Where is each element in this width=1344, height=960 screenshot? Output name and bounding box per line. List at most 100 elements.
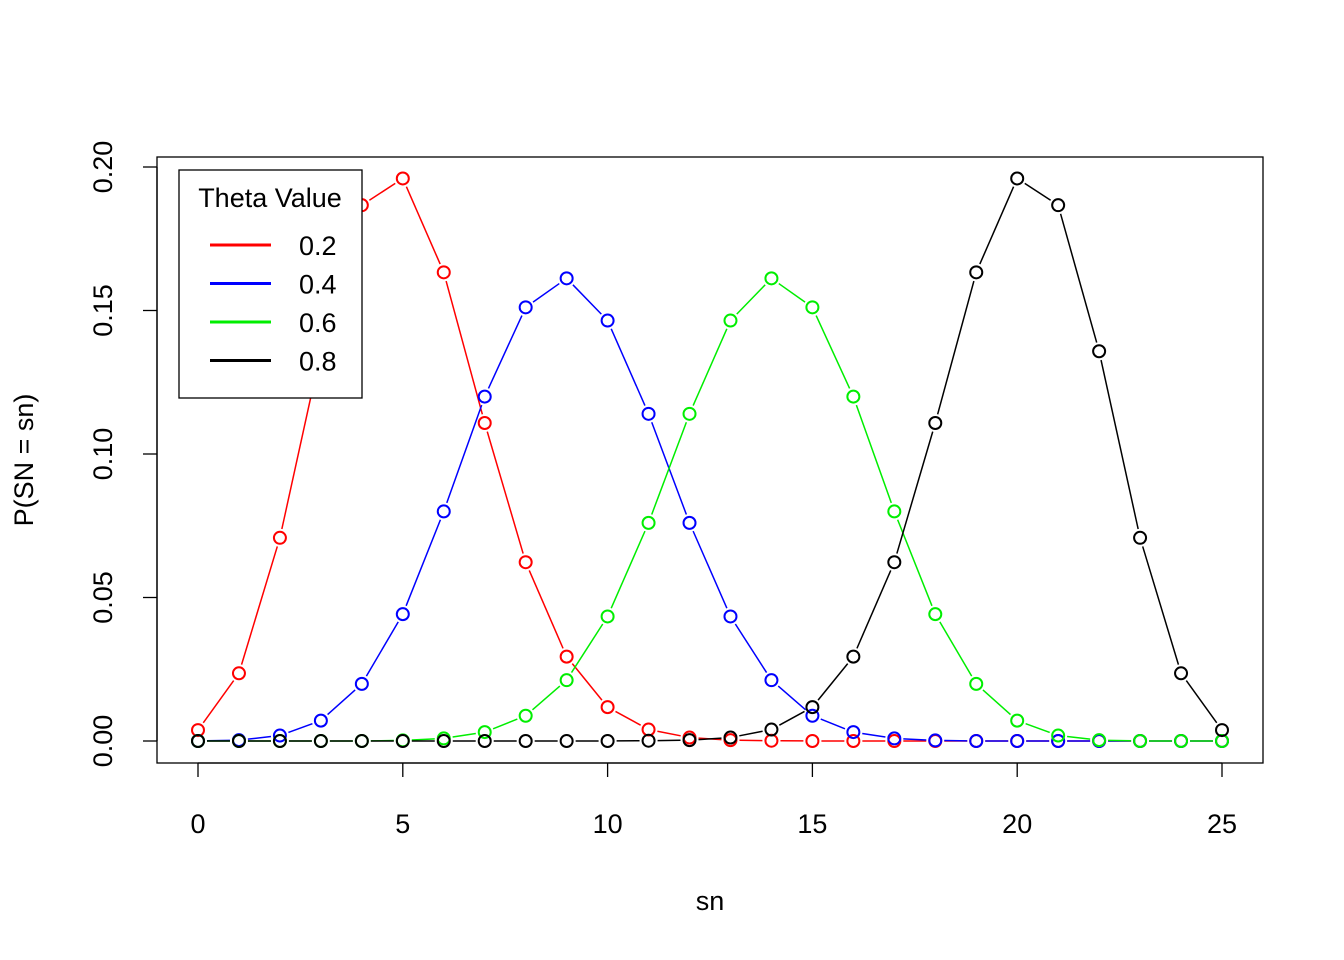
series-0.8-point-12	[682, 733, 697, 748]
series-0.8-segment-17	[896, 431, 934, 554]
series-0.6-segment-19	[982, 689, 1012, 716]
y-tick-label-1: 0.05	[88, 571, 118, 624]
y-tick-label-0: 0.00	[88, 715, 118, 768]
series-0.2-point-1	[231, 666, 246, 681]
series-0.8-point-6	[436, 734, 451, 748]
series-0.6-point-7	[477, 725, 492, 740]
series-0.6-point-9	[559, 673, 574, 688]
series-0.2-point-5	[395, 171, 410, 186]
series-0.4-point-2	[272, 728, 287, 743]
series-0.4-point-19	[969, 734, 984, 748]
series-0.6-segment-16	[855, 404, 893, 504]
series-0.8-point-16	[846, 649, 861, 664]
series-0.2-point-10	[600, 700, 615, 715]
series-0.8-point-13	[723, 730, 738, 745]
series-0.6-segment-20	[1025, 722, 1050, 734]
x-axis: 0 5 10 15 20 25	[190, 762, 1237, 839]
series-0.8-point-9	[559, 734, 574, 748]
series-0.6-segment-10	[610, 530, 646, 609]
series-0.8-segment-20	[1024, 182, 1052, 201]
series-0.8-segment-24	[1185, 680, 1218, 724]
series-0.8-segment-21	[1059, 213, 1098, 343]
series-0.4-point-7	[477, 389, 492, 404]
series-0.4-segment-6	[446, 404, 483, 504]
series-0.8-point-11	[641, 733, 656, 748]
series-0.6-point-22	[1092, 733, 1107, 748]
series-0.4-point-9	[559, 271, 574, 286]
series-0.4-point-16	[846, 725, 861, 740]
y-axis-label: P(SN = sn)	[9, 394, 39, 527]
y-tick-label-3: 0.15	[88, 284, 118, 337]
series-0.2-point-6	[436, 265, 451, 280]
series-0.4-segment-2	[288, 722, 313, 734]
x-tick-label-4: 20	[1002, 809, 1032, 839]
legend-entries: 0.2 0.4 0.6 0.8	[210, 231, 337, 377]
series-0.4-segment-17	[903, 738, 927, 741]
series-0.6-segment-18	[939, 621, 973, 677]
series-0.8-point-3	[313, 734, 328, 748]
series-0.2-point-15	[805, 734, 820, 748]
series-0.8-segment-22	[1100, 359, 1139, 530]
series-0.6-point-20	[1010, 713, 1025, 728]
series-0.8	[191, 171, 1229, 748]
series-0.8-point-25	[1215, 723, 1229, 738]
series-0.4-point-21	[1051, 734, 1066, 748]
series-0.2-segment-4	[368, 182, 396, 201]
series-0.6-segment-12	[692, 328, 728, 406]
series-0.4-segment-16	[862, 732, 886, 738]
series-0.6-segment-7	[492, 718, 518, 730]
series-0.2-point-2	[272, 530, 287, 545]
series-0.2-segment-8	[528, 570, 564, 649]
series-0.8-point-19	[969, 265, 984, 280]
series-0.8-point-4	[354, 734, 369, 748]
series-0.6-segment-14	[778, 282, 806, 303]
series-0.6-segment-13	[736, 284, 766, 315]
series-0.4-segment-7	[487, 315, 523, 389]
series-0.4-segment-10	[610, 328, 646, 406]
series-0.8-segment-15	[817, 663, 849, 701]
series-0.2-point-0	[191, 723, 205, 738]
series-0.4-point-13	[723, 609, 738, 624]
series-0.6-point-8	[518, 708, 533, 723]
series-0.8-point-0	[191, 734, 205, 748]
series-0.6-segment-15	[815, 315, 851, 389]
series-0.4-point-4	[354, 676, 369, 691]
series-0.8-point-7	[477, 734, 492, 748]
legend-label-0.4: 0.4	[299, 270, 337, 300]
series-0.6-point-25	[1215, 734, 1229, 748]
series-0.6-point-21	[1051, 728, 1066, 743]
series-0.4-segment-12	[692, 530, 728, 609]
series-0.4-segment-8	[532, 282, 560, 303]
x-tick-label-3: 15	[797, 809, 827, 839]
series-0.8-point-23	[1133, 530, 1148, 545]
series-0.8-point-8	[518, 734, 533, 748]
series-0.6-point-17	[887, 504, 902, 519]
series-0.6-point-11	[641, 515, 656, 530]
series-0.6-segment-5	[411, 738, 435, 741]
series-0.8-segment-14	[778, 710, 805, 726]
series-0.4-segment-13	[734, 623, 768, 673]
series-0.8-segment-13	[739, 730, 763, 737]
y-axis: 0.00 0.05 0.10 0.15 0.20	[88, 141, 158, 768]
y-tick-label-2: 0.10	[88, 428, 118, 481]
x-tick-label-0: 0	[190, 809, 205, 839]
series-0.4-point-18	[928, 733, 943, 748]
series-0.8-point-15	[805, 700, 820, 715]
series-0.2-segment-10	[615, 710, 642, 726]
legend-label-0.8: 0.8	[299, 347, 337, 377]
series-0.4-point-17	[887, 731, 902, 746]
series-0.8-point-18	[928, 416, 943, 431]
series-0.6-segment-9	[570, 623, 604, 673]
series-0.6-point-24	[1174, 734, 1189, 748]
series-0.8-segment-12	[698, 737, 722, 741]
series-0.2-segment-6	[445, 280, 484, 415]
series-0.8-point-1	[231, 734, 246, 748]
series-0.4-segment-4	[365, 621, 399, 677]
series-0.6-point-18	[928, 607, 943, 622]
series-0.8-point-17	[887, 555, 902, 570]
series-0.2-point-8	[518, 555, 533, 570]
series-0.4-point-15	[805, 708, 820, 723]
series-0.6-point-12	[682, 406, 697, 421]
series-0.8-point-24	[1174, 666, 1189, 681]
x-axis-label: sn	[696, 886, 725, 916]
